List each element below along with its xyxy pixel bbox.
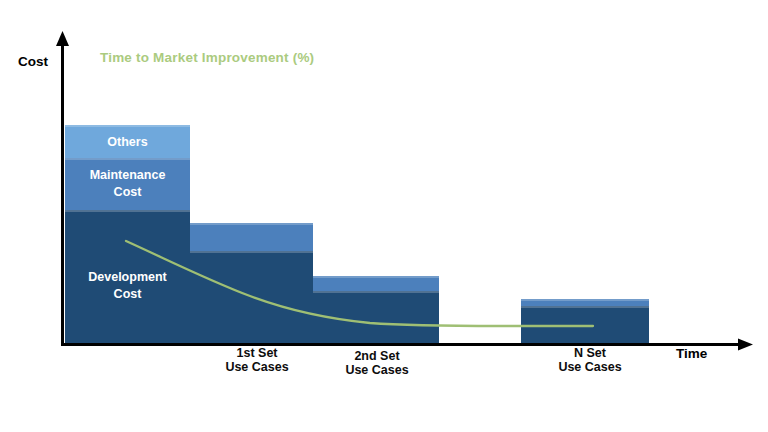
x-tick-label-line: Use Cases [307, 363, 447, 377]
x-tick-label-line: 2nd Set [307, 349, 447, 363]
x-tick-label-3: N SetUse Cases [520, 346, 660, 374]
x-tick-label-line: N Set [520, 346, 660, 360]
x-tick-label-1: 1st SetUse Cases [187, 346, 327, 374]
x-tick-labels-layer: 1st SetUse Cases2nd SetUse CasesN SetUse… [0, 0, 768, 432]
slide-canvas: Time to Market Improvement (%) Cost Time… [0, 0, 768, 432]
x-tick-label-line: Use Cases [187, 360, 327, 374]
x-tick-label-line: Use Cases [520, 360, 660, 374]
x-tick-label-line: 1st Set [187, 346, 327, 360]
x-tick-label-2: 2nd SetUse Cases [307, 349, 447, 377]
